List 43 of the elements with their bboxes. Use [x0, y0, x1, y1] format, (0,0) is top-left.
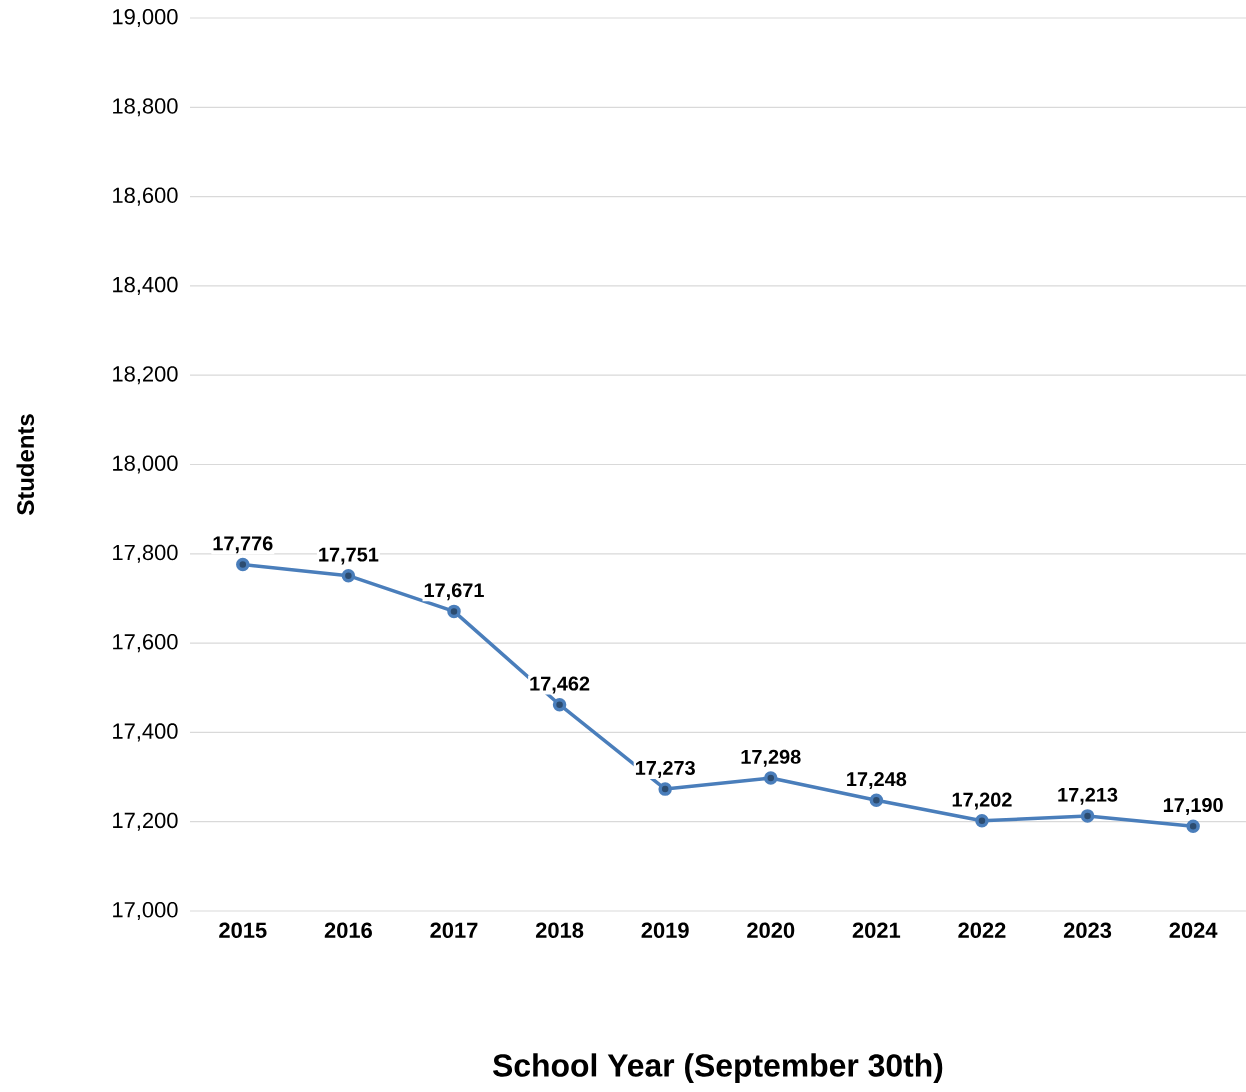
x-tick-label: 2024 — [1169, 922, 1218, 939]
point — [975, 814, 989, 828]
data-label: 17,751 — [319, 547, 379, 565]
y-axis-title: Students — [16, 414, 35, 515]
y-tick-label: 18,800 — [113, 98, 178, 117]
y-tick-label: 17,400 — [113, 723, 178, 742]
point — [764, 771, 778, 785]
point — [236, 557, 250, 572]
x-tick-label: 2022 — [958, 922, 1006, 939]
point — [869, 793, 884, 808]
point — [1186, 819, 1200, 833]
data-label: 17,190 — [1163, 797, 1223, 815]
point — [552, 697, 567, 712]
y-tick-label: 18,200 — [113, 366, 178, 385]
y-tick-label: 18,600 — [113, 187, 178, 206]
point — [447, 604, 461, 619]
y-tick-label: 18,000 — [113, 455, 178, 474]
x-tick-label: 2017 — [430, 922, 478, 939]
point — [341, 568, 356, 583]
data-label: 17,671 — [424, 583, 484, 601]
x-tick-label: 2021 — [852, 922, 901, 939]
y-tick-label: 18,400 — [113, 276, 178, 295]
y-tick-label: 19,000 — [113, 8, 178, 28]
y-tick-label: 17,600 — [113, 634, 178, 653]
data-label: 17,298 — [741, 749, 801, 767]
y-tick-label: 17,200 — [113, 812, 178, 831]
x-tick-label: 2023 — [1063, 922, 1112, 939]
x-tick-label: 2016 — [324, 922, 372, 939]
data-label: 17,273 — [635, 760, 695, 778]
y-tick-label: 17,000 — [113, 901, 178, 921]
data-label: 17,248 — [847, 772, 907, 790]
data-label: 17,462 — [530, 676, 590, 694]
x-tick-label: 2019 — [641, 922, 689, 939]
x-tick-label: 2015 — [219, 922, 267, 939]
y-tick-label: 17,800 — [113, 544, 178, 563]
x-tick-label: 2018 — [535, 922, 584, 939]
point — [658, 782, 672, 796]
x-tick-label: 2020 — [747, 922, 795, 939]
data-label: 17,202 — [952, 792, 1012, 810]
x-axis-title: School Year (September 30th) — [493, 1053, 943, 1084]
data-label: 17,213 — [1058, 787, 1118, 805]
point — [1080, 809, 1095, 823]
data-label: 17,776 — [213, 536, 273, 554]
